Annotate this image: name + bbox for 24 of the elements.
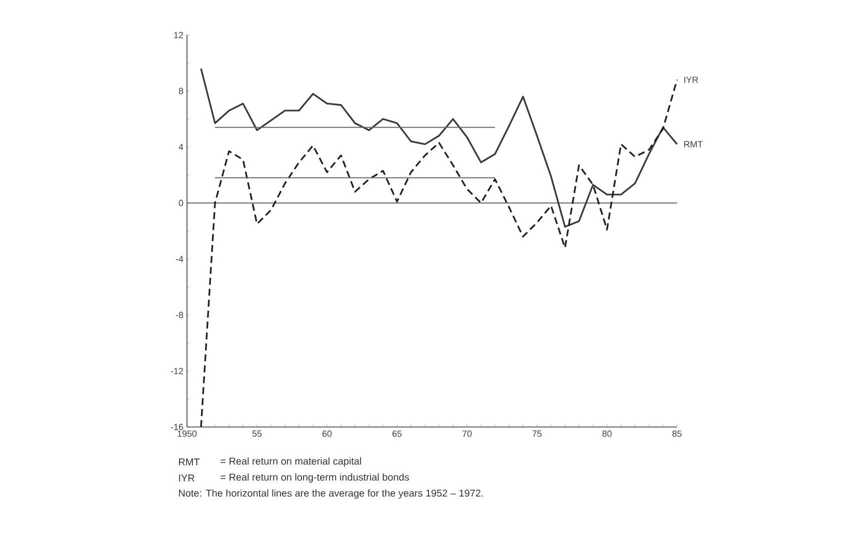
text: Note: The horizontal lines are the average for the years 1952 – 1972.	[179, 489, 483, 499]
line-series	[200, 78, 678, 428]
text: = Real return on long-term industrial bonds	[220, 473, 409, 483]
x-tick-label: 55	[252, 430, 262, 437]
y-tick-label: -8	[176, 312, 184, 318]
y-tick-label: -12	[170, 368, 184, 374]
x-tick-label: 1950	[178, 430, 197, 437]
y-tick-label: 0	[178, 200, 184, 206]
series-label: IYR	[684, 76, 698, 83]
x-tick-label: 65	[392, 430, 402, 437]
text: = Real return on material capital	[220, 457, 361, 467]
x-tick-label: 60	[322, 430, 332, 437]
text: RMT	[179, 458, 200, 466]
y-tick-label: 4	[178, 144, 184, 150]
text: IYR	[179, 474, 194, 482]
x-tick-label: 80	[602, 430, 612, 437]
y-tick-label: -16	[170, 424, 184, 430]
y-tick-label: -4	[176, 256, 184, 262]
y-tick-label: 8	[178, 88, 184, 94]
y-tick-label: 12	[174, 32, 184, 38]
x-tick-label: 85	[672, 430, 682, 437]
series-label: RMT	[684, 141, 703, 148]
x-tick-label: 75	[532, 430, 542, 437]
x-tick-label: 70	[462, 430, 472, 437]
